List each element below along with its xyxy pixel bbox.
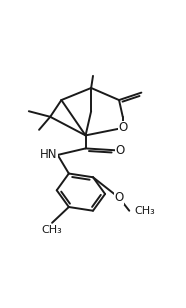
Text: O: O [115,144,125,157]
Text: HN: HN [40,148,58,161]
Text: O: O [118,121,127,135]
Text: CH₃: CH₃ [42,225,62,235]
Text: CH₃: CH₃ [135,206,156,216]
Text: O: O [114,191,124,204]
